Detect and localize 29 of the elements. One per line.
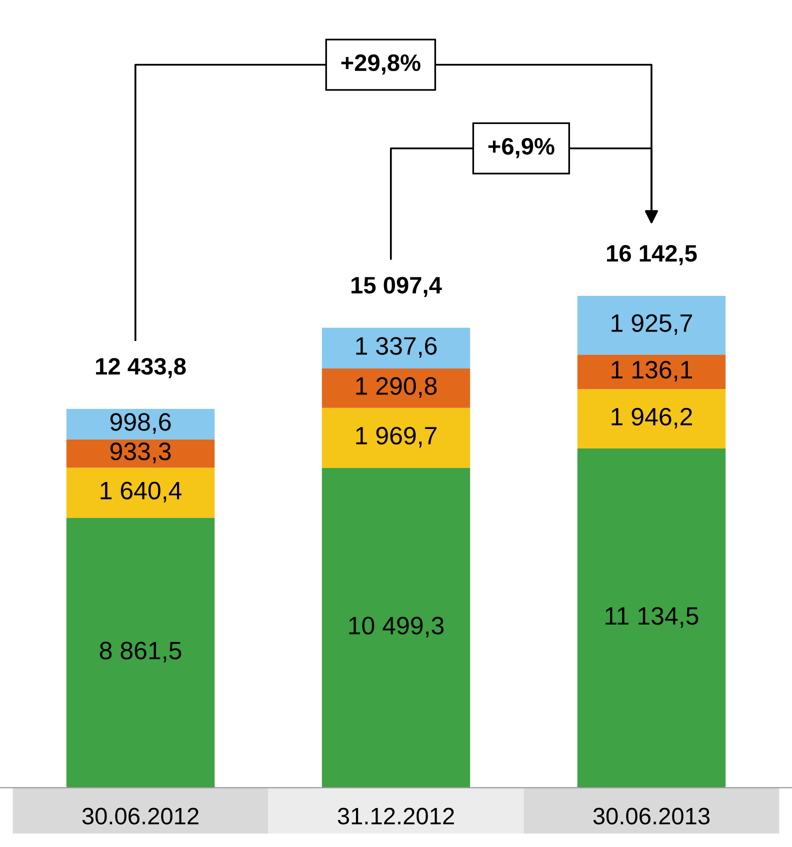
x-tick-label: 31.12.2012 [338, 808, 454, 824]
data-label: 1 290,8 [356, 377, 437, 398]
data-label: 1 969,7 [356, 426, 436, 448]
data-label: 1 337,6 [356, 337, 437, 358]
bar [66, 439, 215, 468]
x-tick-label: 30.06.2012 [82, 808, 198, 824]
total-label: 15 097,4 [352, 276, 442, 297]
bar [577, 354, 726, 390]
total-label: 12 433,8 [96, 358, 186, 378]
data-label: 1 136,1 [612, 360, 692, 382]
x-tick-label: 30.06.2013 [593, 808, 710, 824]
bar [322, 368, 470, 408]
data-label: 11 134,5 [606, 607, 698, 628]
bar [577, 296, 726, 355]
data-label: 1 946,2 [612, 408, 692, 428]
data-label: 10 499,3 [349, 616, 444, 638]
text: +6,9% [488, 138, 554, 158]
data-label: 1 640,4 [100, 482, 182, 502]
data-label: 933,3 [110, 442, 171, 464]
bar [66, 468, 215, 518]
data-label: 8 861,5 [100, 642, 182, 662]
data-label: 998,6 [110, 413, 171, 434]
bar [322, 408, 470, 468]
bar [66, 408, 215, 440]
bar [322, 328, 470, 368]
total-label: 16 142,5 [607, 245, 697, 266]
data-label: 1 925,7 [612, 314, 692, 335]
bar [577, 389, 726, 448]
text: +29,8% [341, 54, 420, 75]
